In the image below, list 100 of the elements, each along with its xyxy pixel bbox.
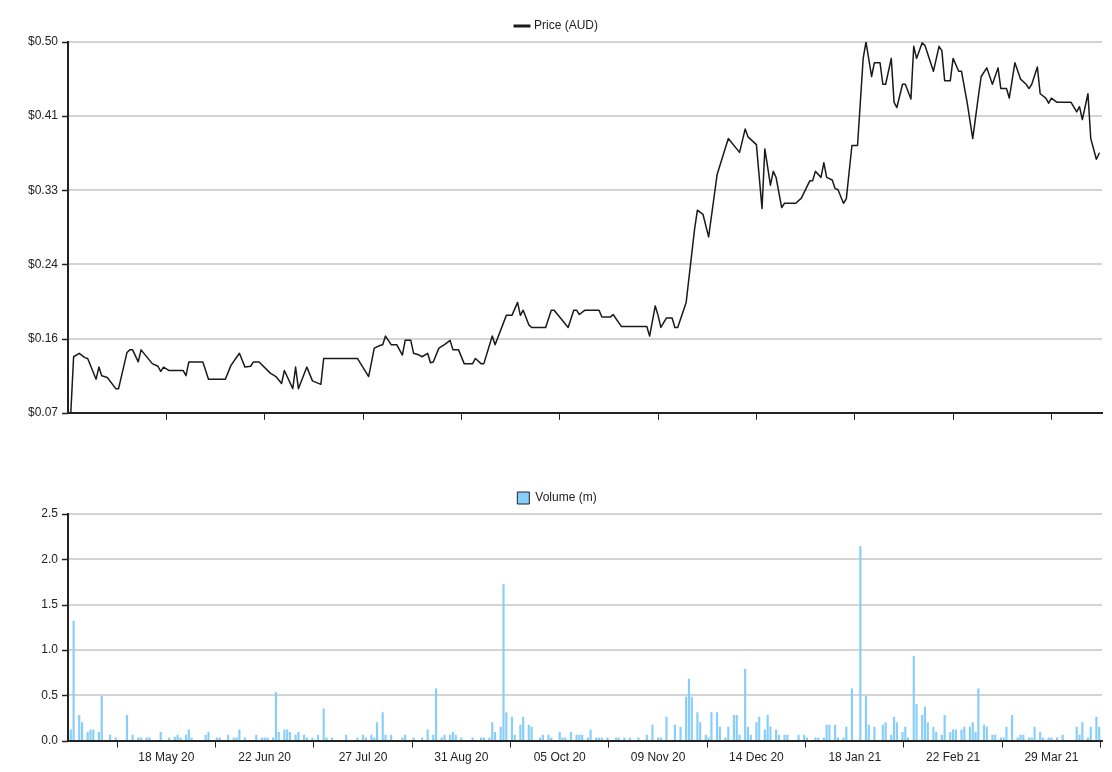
bar: [606, 737, 609, 740]
bar: [530, 726, 533, 740]
x-tick-label: 22 Jun 20: [238, 750, 292, 765]
bar: [390, 734, 393, 740]
bar: [451, 732, 455, 740]
bar: [1061, 734, 1064, 740]
bar: [227, 734, 230, 740]
bar: [558, 732, 561, 740]
bar: [884, 722, 887, 740]
bar: [92, 729, 95, 740]
bar: [204, 734, 207, 740]
bar: [575, 734, 578, 740]
bar: [651, 724, 654, 740]
bar: [833, 724, 837, 740]
bar: [238, 729, 241, 740]
bar: [715, 712, 719, 740]
x-tick-label: 05 Oct 20: [533, 750, 587, 765]
bar: [797, 734, 800, 740]
bar: [774, 729, 778, 740]
bar: [255, 734, 258, 740]
bar: [491, 722, 494, 740]
bar: [758, 716, 761, 740]
bar: [1022, 734, 1025, 740]
bar: [86, 732, 89, 740]
bar: [679, 726, 682, 740]
bar: [125, 714, 129, 740]
bar: [569, 732, 573, 740]
bar: [286, 729, 289, 740]
bar: [766, 714, 769, 740]
bar: [72, 620, 75, 740]
bar: [1033, 726, 1036, 740]
y-tick-label: 0.5: [41, 687, 59, 702]
x-tick-label: 18 May 20: [138, 750, 195, 765]
x-tick-label: 27 Jul 20: [338, 750, 388, 765]
y-tick-label: 2.5: [41, 506, 59, 521]
bar: [727, 726, 730, 740]
y-tick-label: $0.33: [27, 182, 59, 197]
bar: [522, 716, 525, 740]
x-tick-label: 18 Jan 21: [828, 750, 882, 765]
bar: [786, 734, 789, 740]
bar: [578, 734, 581, 740]
bar: [982, 724, 986, 740]
y-tick-label: $0.50: [27, 34, 59, 49]
bar: [744, 668, 747, 740]
bar: [78, 714, 81, 740]
bar: [589, 729, 592, 740]
bar: [881, 724, 884, 740]
bar: [381, 712, 384, 740]
y-tick-label: 1.5: [41, 596, 59, 611]
bar: [912, 655, 915, 740]
bar: [673, 724, 676, 740]
bar: [1075, 726, 1078, 740]
bar: [968, 726, 972, 740]
bar: [109, 734, 112, 740]
bar: [923, 706, 927, 740]
bar: [893, 716, 896, 740]
bar: [873, 726, 876, 740]
bar: [864, 695, 868, 740]
bar: [645, 734, 648, 740]
legend-label: Volume (m): [535, 490, 597, 505]
bar: [311, 737, 314, 740]
bar: [977, 688, 980, 740]
bar: [454, 734, 457, 740]
bar: [288, 732, 292, 740]
bar: [581, 734, 584, 740]
bar: [696, 712, 699, 740]
bar: [783, 734, 786, 740]
bar: [949, 732, 952, 740]
bar: [274, 692, 277, 740]
bar: [710, 712, 713, 740]
y-tick-label: $0.07: [27, 405, 59, 420]
bar: [963, 726, 966, 740]
bar: [376, 722, 379, 740]
bar: [1005, 726, 1008, 740]
bar: [1095, 716, 1098, 740]
y-tick-label: 1.0: [41, 642, 59, 657]
bar: [297, 732, 300, 740]
bar: [904, 726, 907, 740]
y-tick-label: 0.0: [41, 732, 59, 747]
x-tick-label: 31 Aug 20: [434, 750, 489, 765]
bar: [527, 724, 530, 740]
bar: [960, 729, 963, 740]
bar: [187, 729, 190, 740]
bar: [1081, 722, 1084, 740]
bar: [89, 729, 92, 740]
y-tick-label: $0.16: [27, 330, 59, 345]
bar: [687, 678, 691, 740]
bar: [732, 714, 735, 740]
bar: [345, 734, 348, 740]
bar: [985, 726, 988, 740]
bar: [207, 732, 210, 740]
bar: [283, 729, 286, 740]
bar: [100, 695, 103, 740]
bar: [510, 716, 514, 740]
y-tick-label: $0.24: [27, 256, 59, 271]
bar: [426, 729, 429, 740]
bar: [859, 546, 862, 740]
bar: [1039, 732, 1042, 740]
y-tick-label: $0.41: [27, 108, 59, 123]
x-tick-label: 09 Nov 20: [630, 750, 686, 765]
